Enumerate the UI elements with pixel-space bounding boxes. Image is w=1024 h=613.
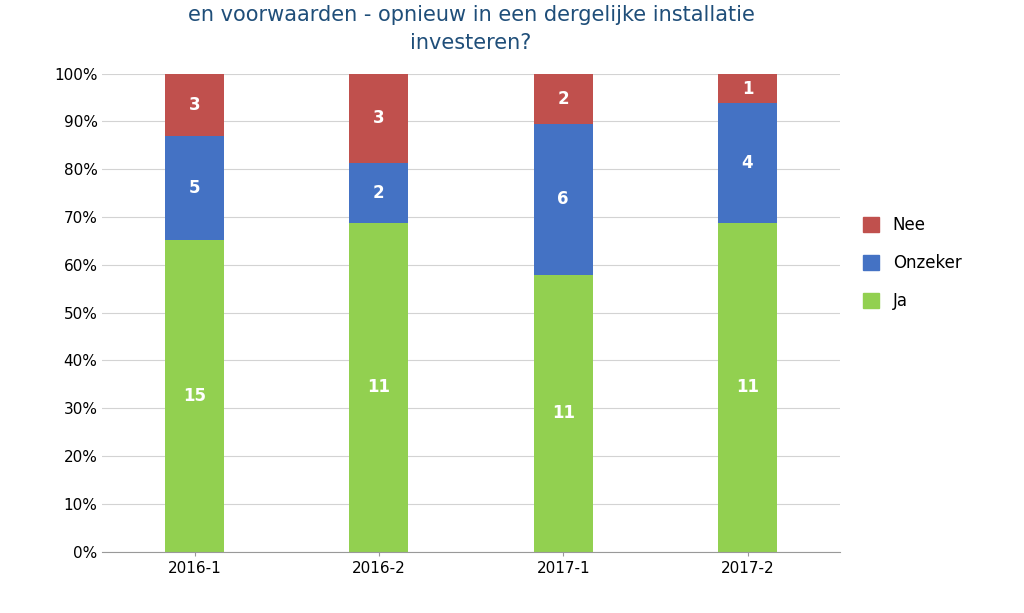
Text: 2: 2 [373, 184, 385, 202]
Bar [349, 163, 409, 223]
Text: 6: 6 [557, 191, 569, 208]
Bar [165, 240, 224, 552]
Bar [534, 124, 593, 275]
Bar [718, 104, 777, 223]
Bar [165, 136, 224, 240]
Bar [349, 223, 409, 552]
Text: 3: 3 [188, 96, 201, 114]
Bar [349, 74, 409, 163]
Text: 11: 11 [368, 378, 390, 397]
Legend: Nee, Onzeker, Ja: Nee, Onzeker, Ja [863, 216, 962, 310]
Text: 11: 11 [552, 405, 574, 422]
Title: Zou u op vandaag - onder de huidige omstandigheden
en voorwaarden - opnieuw in e: Zou u op vandaag - onder de huidige omst… [186, 0, 756, 53]
Bar [534, 275, 593, 552]
Text: 3: 3 [373, 109, 385, 128]
Text: 5: 5 [188, 179, 201, 197]
Text: 2: 2 [557, 89, 569, 108]
Text: 15: 15 [183, 387, 206, 405]
Bar [718, 223, 777, 552]
Bar [534, 74, 593, 124]
Text: 11: 11 [736, 378, 759, 397]
Bar [165, 74, 224, 136]
Text: 4: 4 [741, 154, 754, 172]
Bar [718, 74, 777, 104]
Text: 1: 1 [741, 80, 754, 97]
